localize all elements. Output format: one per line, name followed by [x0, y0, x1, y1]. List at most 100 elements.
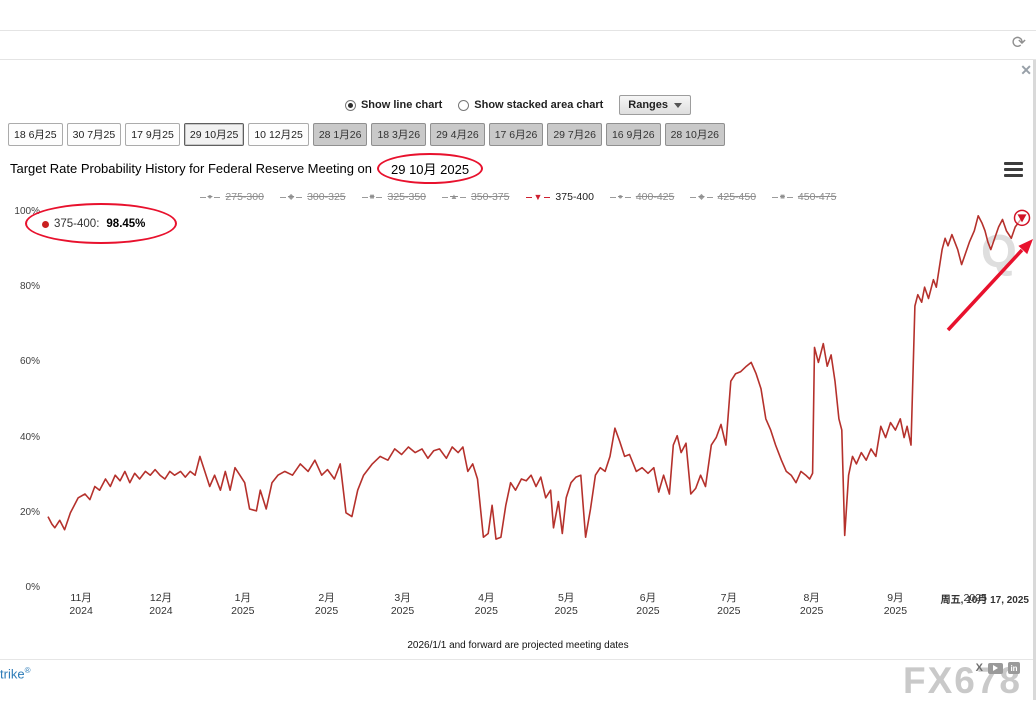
- radio-selected-icon: [344, 99, 356, 111]
- x-twitter-icon[interactable]: X: [975, 662, 983, 674]
- chart-title-text: Target Rate Probability History for Fede…: [10, 161, 372, 176]
- footer-divider: [0, 659, 1036, 660]
- series-marker-icon: ◆: [698, 192, 705, 201]
- y-axis-label: 0%: [25, 582, 40, 593]
- social-icons: X in: [976, 662, 1020, 674]
- legend-item[interactable]: ◆ 425-450: [690, 191, 756, 203]
- circled-meeting-date: 29 10月 2025: [377, 153, 484, 184]
- x-axis-label: 7月 2025: [717, 592, 741, 617]
- legend-line: [525, 196, 532, 198]
- meeting-date-tab[interactable]: 29 4月26: [430, 123, 485, 146]
- meeting-date-tab[interactable]: 17 6月26: [488, 123, 544, 146]
- x-axis-label: 2月 2025: [314, 592, 339, 617]
- show-line-chart-radio[interactable]: Show line chart: [344, 99, 443, 111]
- legend-line: [706, 196, 713, 198]
- chevron-down-icon: [674, 102, 683, 108]
- legend-item[interactable]: ◆ 300-325: [279, 191, 346, 203]
- y-axis-label: 40%: [19, 431, 40, 443]
- legend-line: [361, 196, 368, 198]
- legend-item[interactable]: ▲ 350-375: [442, 191, 510, 203]
- legend-line: [786, 196, 793, 198]
- legend-label: 425-450: [717, 191, 757, 203]
- show-stacked-area-radio[interactable]: Show stacked area chart: [458, 99, 603, 111]
- series-marker-icon: ▲: [450, 192, 458, 201]
- legend-label: 275-300: [225, 191, 264, 203]
- legend-item[interactable]: ● 275-300: [199, 191, 264, 203]
- x-axis-label: 8月 2025: [799, 592, 824, 617]
- registered-mark: ®: [24, 666, 31, 675]
- legend-label: 450-475: [797, 191, 837, 203]
- show-line-chart-label: Show line chart: [360, 99, 443, 111]
- top-divider: [0, 30, 1036, 31]
- chart-legend: ● 275-300 ◆ 300-325 ■ 325-350 ▲ 350-375 ▼ 375-400…: [0, 191, 1036, 203]
- legend-line: [296, 196, 303, 198]
- refresh-icon[interactable]: ⟳: [1011, 33, 1026, 52]
- meeting-date-tab[interactable]: 28 10月26: [664, 123, 726, 146]
- x-axis-label: 4月 2025: [474, 592, 498, 617]
- legend-line: [690, 196, 697, 198]
- series-marker-icon: ■: [369, 192, 375, 201]
- series-marker-icon: ◆: [287, 192, 295, 201]
- meeting-date-tab[interactable]: 10 12月25: [248, 123, 309, 146]
- series-marker-icon: ●: [207, 192, 213, 201]
- legend-item[interactable]: ● 400-425: [609, 191, 675, 203]
- meeting-date-tab[interactable]: 18 6月25: [8, 123, 63, 146]
- x-axis-label: 11月 2024: [69, 592, 93, 617]
- legend-line: [442, 196, 449, 198]
- meeting-date-tab[interactable]: 17 9月25: [125, 123, 180, 146]
- youtube-icon[interactable]: [988, 662, 1003, 674]
- x-axis-label: 1月 2025: [231, 592, 255, 617]
- legend-line: [214, 196, 221, 198]
- legend-line: [279, 196, 286, 198]
- meeting-date-tab[interactable]: 18 3月26: [371, 123, 427, 146]
- x-axis-label: 5月 2025: [554, 592, 578, 617]
- meeting-date-tab[interactable]: 29 7月26: [547, 123, 602, 146]
- chart-type-controls: Show line chart Show stacked area chart …: [0, 95, 1036, 115]
- tooltip-series: 375-400:: [54, 218, 100, 230]
- probability-line: [47, 215, 1023, 540]
- series-marker-icon: ■: [780, 192, 785, 201]
- legend-label: 375-400: [555, 191, 594, 203]
- hover-date-label: 周五, 10月 17, 2025: [940, 595, 1029, 606]
- x-axis-label: 6月 2025: [636, 592, 660, 617]
- legend-item[interactable]: ■ 325-350: [361, 191, 427, 203]
- tooltip-value: 98.45%: [106, 218, 146, 230]
- quikstrike-brand-partial[interactable]: trike®: [0, 666, 30, 681]
- meeting-date-tabs: 18 6月25 30 7月25 17 9月25 29 10月25 10 12月25 28 …: [8, 123, 726, 146]
- legend-item[interactable]: ▼ 375-400: [525, 191, 594, 203]
- close-icon[interactable]: ✕: [1020, 62, 1032, 78]
- legend-label: 300-325: [307, 191, 346, 203]
- second-divider: [0, 59, 1036, 60]
- legend-line: [199, 196, 206, 198]
- show-stacked-area-label: Show stacked area chart: [474, 99, 604, 111]
- legend-item[interactable]: ■ 450-475: [772, 191, 836, 203]
- ranges-dropdown-button[interactable]: Ranges: [619, 95, 692, 115]
- chart-footnote: 2026/1/1 and forward are projected meeti…: [407, 640, 629, 651]
- y-axis-label: 60%: [19, 356, 40, 368]
- chart-menu-icon[interactable]: [1004, 162, 1023, 177]
- brand-text: trike: [0, 666, 25, 682]
- meeting-date-tab[interactable]: 28 1月26: [312, 123, 368, 146]
- scrollbar-track[interactable]: [1033, 60, 1036, 700]
- legend-label: 350-375: [470, 191, 510, 203]
- legend-line: [376, 196, 383, 198]
- chart-title: Target Rate Probability History for Fede…: [10, 153, 484, 184]
- series-dot-icon: [42, 220, 49, 228]
- legend-label: 400-425: [635, 191, 675, 203]
- radio-unselected-icon: [458, 99, 470, 111]
- linkedin-icon[interactable]: in: [1008, 662, 1020, 674]
- meeting-date-tab[interactable]: 16 9月26: [605, 123, 661, 146]
- x-axis-label: 12月 2024: [149, 592, 173, 617]
- series-value-tooltip: 375-400: 98.45%: [42, 218, 145, 230]
- y-axis-label: 80%: [19, 281, 40, 293]
- legend-line: [609, 196, 616, 198]
- meeting-date-tab[interactable]: 30 7月25: [66, 123, 122, 146]
- y-axis-label: 100%: [14, 206, 40, 217]
- legend-label: 325-350: [387, 191, 427, 203]
- series-marker-icon: ●: [617, 192, 623, 201]
- ranges-label: Ranges: [628, 99, 669, 111]
- legend-line: [772, 196, 779, 198]
- legend-line: [624, 196, 631, 198]
- legend-line: [459, 196, 466, 198]
- meeting-date-tab[interactable]: 29 10月25: [183, 123, 245, 146]
